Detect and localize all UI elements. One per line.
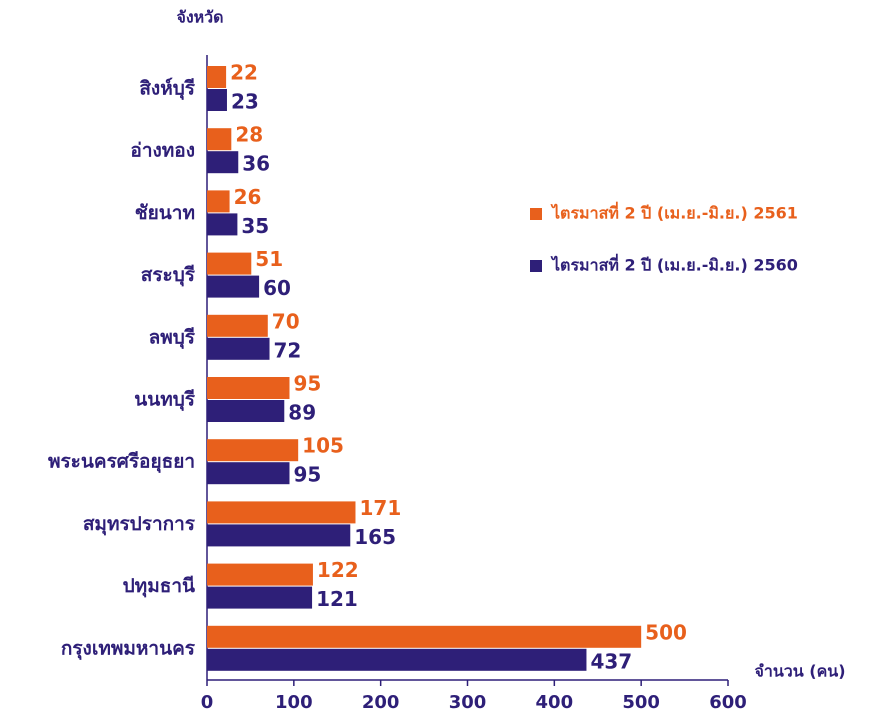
bar [207, 89, 227, 111]
bar [207, 648, 587, 671]
value-label: 105 [302, 434, 344, 458]
x-tick-label: 400 [536, 692, 574, 713]
legend-label: ไตรมาสที่ 2 ปี (เม.ย.-มิ.ย.) 2561 [550, 202, 798, 223]
value-label: 95 [293, 372, 321, 396]
y-tick-label: กรุงเทพมหานคร [61, 637, 196, 660]
bar [207, 400, 285, 422]
value-label: 500 [645, 620, 687, 644]
value-label: 89 [288, 401, 316, 425]
y-axis-title: จังหวัด [176, 8, 223, 27]
bar [207, 128, 232, 151]
bar [207, 524, 351, 547]
bar [207, 66, 227, 88]
y-tick-label: ลพบุรี [149, 326, 196, 349]
value-label: 171 [359, 496, 401, 520]
y-tick-label: ปทุมธานี [123, 575, 195, 598]
value-label: 165 [354, 525, 396, 549]
value-label: 72 [274, 338, 302, 362]
bar [207, 314, 268, 337]
bar [207, 151, 239, 174]
value-label: 22 [230, 61, 258, 85]
bar [207, 190, 230, 213]
value-label: 51 [255, 247, 283, 271]
value-label: 35 [241, 214, 269, 238]
bar [207, 252, 252, 275]
y-tick-label: นนทบุรี [134, 389, 196, 412]
bar [207, 213, 238, 236]
y-tick-label: สิงห์บุรี [139, 78, 195, 101]
bar [207, 586, 313, 609]
bar [207, 377, 290, 399]
x-tick-label: 200 [362, 692, 400, 713]
bar [207, 625, 642, 648]
value-label: 121 [316, 587, 358, 611]
value-label: 122 [317, 558, 359, 582]
value-label: 437 [590, 649, 632, 673]
y-tick-label: อ่างทอง [130, 140, 195, 162]
legend-swatch [530, 260, 542, 272]
x-tick-label: 0 [201, 692, 214, 713]
x-tick-label: 500 [622, 692, 660, 713]
x-axis-title: จำนวน (คน) [754, 662, 845, 681]
bar [207, 501, 356, 524]
value-label: 26 [234, 185, 262, 209]
bar [207, 275, 260, 298]
value-label: 70 [272, 309, 300, 333]
bar [207, 563, 313, 586]
legend-label: ไตรมาสที่ 2 ปี (เม.ย.-มิ.ย.) 2560 [550, 254, 798, 275]
value-label: 95 [293, 463, 321, 487]
value-label: 36 [242, 152, 270, 176]
x-tick-label: 600 [709, 692, 747, 713]
y-tick-label: สระบุรี [141, 264, 196, 287]
x-tick-label: 100 [275, 692, 313, 713]
legend-swatch [530, 208, 542, 220]
y-tick-label: พระนครศรีอยุธยา [48, 451, 195, 474]
bar [207, 439, 299, 462]
value-label: 23 [231, 90, 259, 114]
y-tick-label: ชัยนาท [135, 202, 195, 224]
value-label: 60 [263, 276, 291, 300]
bar [207, 462, 290, 485]
x-tick-label: 300 [449, 692, 487, 713]
y-tick-label: สมุทรปราการ [83, 513, 196, 536]
value-label: 28 [235, 123, 263, 147]
bar [207, 337, 270, 360]
